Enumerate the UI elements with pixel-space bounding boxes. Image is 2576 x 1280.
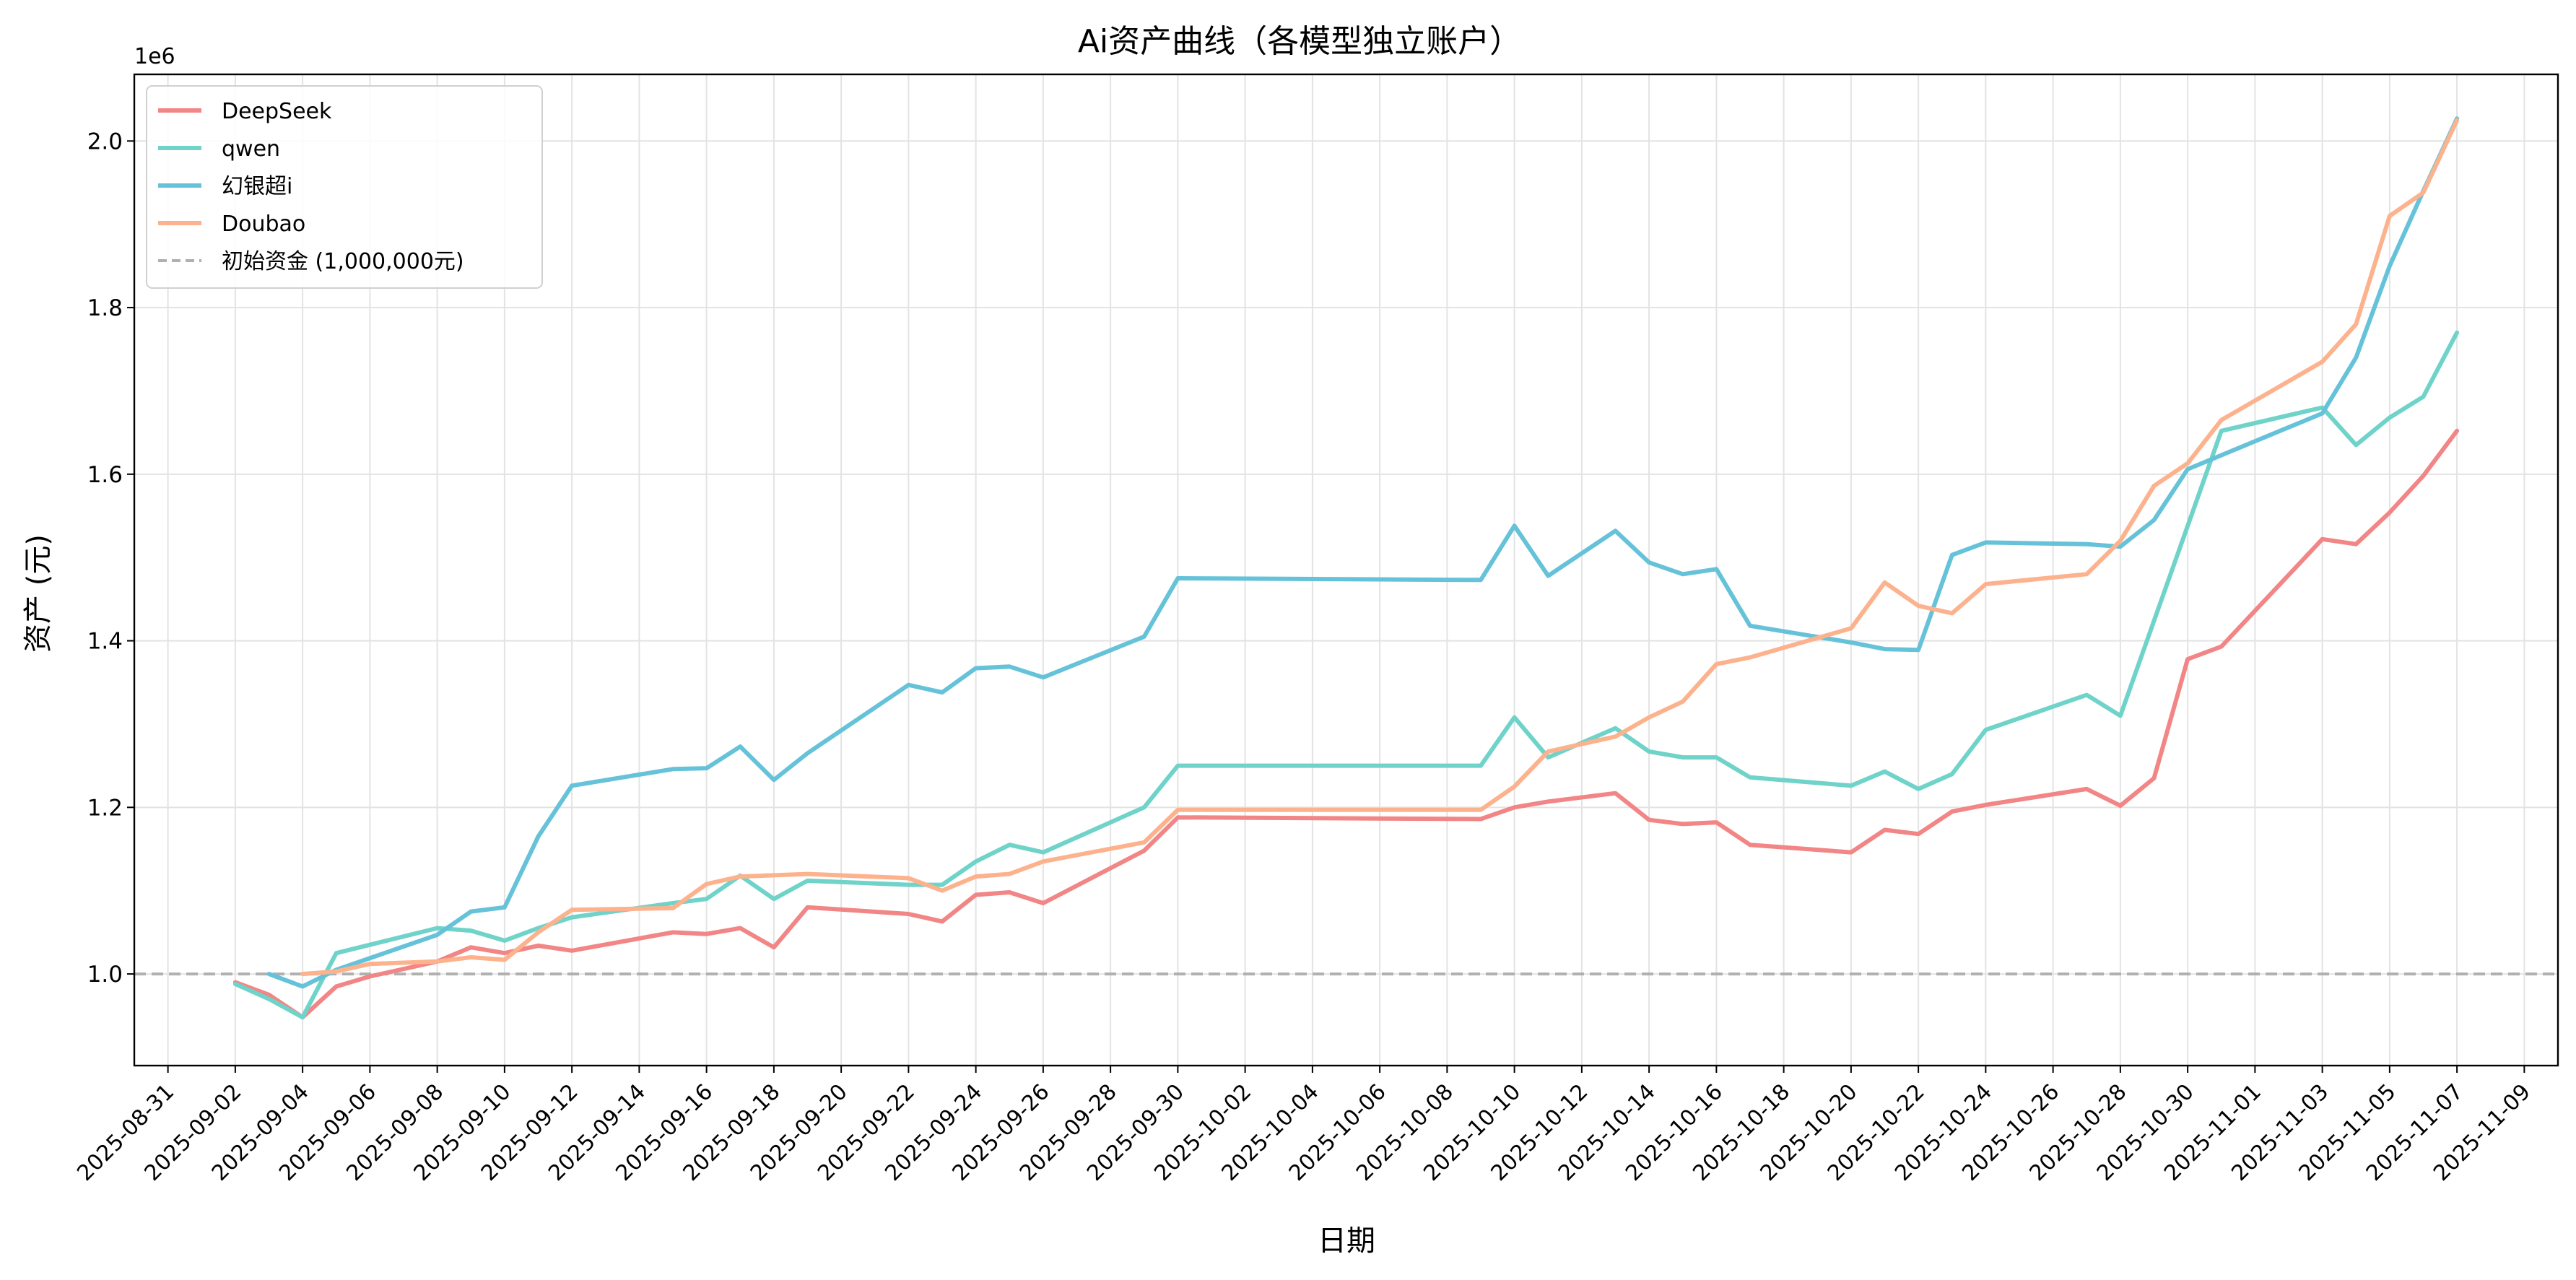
y-axis-label: 资产 (元) xyxy=(22,534,55,653)
series-line xyxy=(266,116,2460,989)
plot-frame xyxy=(133,73,2559,1067)
legend-label: 初始资金 (1,000,000元) xyxy=(222,249,464,274)
legend-label: DeepSeek xyxy=(222,99,332,124)
y-tick-label: 1.6 xyxy=(87,462,123,488)
y-tick-label: 1.2 xyxy=(87,795,123,821)
y-tick-label: 2.0 xyxy=(87,129,123,154)
y-tick-label: 1.4 xyxy=(87,629,123,655)
legend-label: qwen xyxy=(222,136,280,162)
y-tick-label: 1.8 xyxy=(87,295,123,321)
x-axis-label: 日期 xyxy=(1318,1224,1375,1258)
legend: DeepSeek qwen 幻银超i Doubao 初始资金 (1,000,000元) xyxy=(146,85,543,289)
series-layer xyxy=(232,116,2460,1020)
series-line xyxy=(232,330,2460,1020)
legend-label: Doubao xyxy=(222,212,305,237)
legend-label: 幻银超i xyxy=(222,174,292,199)
y-tick-label: 1.0 xyxy=(87,962,123,988)
series-line xyxy=(300,118,2460,977)
legend-box xyxy=(146,85,543,289)
chart-title: Ai资产曲线（各模型独立账户） xyxy=(1078,23,1521,60)
y-offset-label: 1e6 xyxy=(134,44,175,69)
